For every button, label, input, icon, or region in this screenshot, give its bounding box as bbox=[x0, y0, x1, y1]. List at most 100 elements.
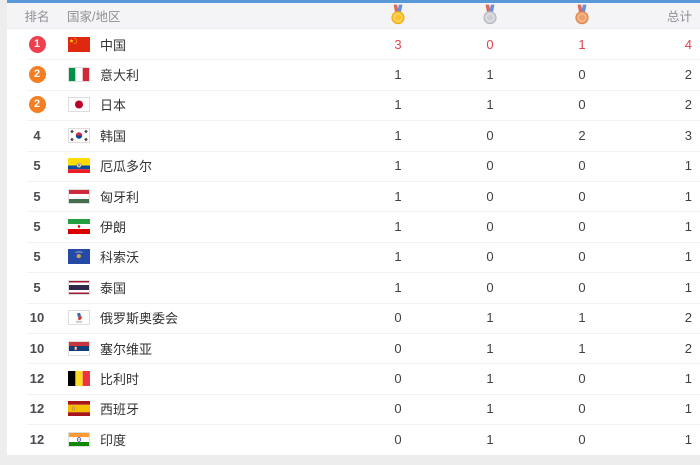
rank-cell: 1 1 bbox=[7, 35, 67, 53]
total-count: 1 bbox=[684, 219, 692, 235]
bronze-count: 1 bbox=[578, 36, 586, 52]
table-row: 12 西班牙 0 1 0 1 bbox=[7, 393, 700, 424]
rank-label: 12 bbox=[29, 401, 45, 417]
country-name: 意大利 bbox=[100, 68, 140, 84]
silver-count: 1 bbox=[486, 97, 494, 113]
gold-count: 0 bbox=[394, 370, 402, 386]
total-count: 2 bbox=[684, 340, 692, 356]
kr-flag-icon bbox=[68, 127, 90, 143]
bronze-count: 0 bbox=[578, 67, 586, 83]
silver-column-header bbox=[444, 4, 536, 28]
rank-badge: 1 bbox=[28, 35, 46, 53]
rank-label: 4 bbox=[33, 127, 41, 143]
country-cell: 科索沃 bbox=[67, 247, 352, 266]
gold-count: 1 bbox=[394, 158, 402, 174]
total-count: 2 bbox=[684, 67, 692, 83]
cn-flag-icon bbox=[68, 36, 90, 52]
country-column-header: 国家/地区 bbox=[67, 10, 121, 24]
country-cell: 厄瓜多尔 bbox=[67, 156, 352, 175]
rank-label: 10 bbox=[29, 310, 45, 326]
total-count: 3 bbox=[684, 127, 692, 143]
rank-cell: 5 bbox=[7, 249, 67, 264]
gold-count: 1 bbox=[394, 188, 402, 204]
gold-count: 3 bbox=[394, 36, 402, 52]
country-cell: 中国 bbox=[67, 35, 352, 54]
country-cell: 韩国 bbox=[67, 126, 352, 145]
bronze-count: 0 bbox=[578, 219, 586, 235]
bronze-count: 2 bbox=[578, 127, 586, 143]
table-row: 10 俄罗斯奥委会 0 1 1 2 bbox=[7, 302, 700, 333]
table-row: 5 厄瓜多尔 1 0 0 1 bbox=[7, 150, 700, 181]
gold-count: 1 bbox=[394, 97, 402, 113]
total-count: 1 bbox=[684, 279, 692, 295]
total-column-header: 总计 bbox=[666, 10, 692, 24]
gold-count: 1 bbox=[394, 67, 402, 83]
es-flag-icon bbox=[68, 401, 90, 417]
country-name: 比利时 bbox=[100, 371, 140, 387]
silver-count: 0 bbox=[486, 188, 494, 204]
rank-label: 5 bbox=[33, 249, 41, 265]
gold-count: 0 bbox=[394, 310, 402, 326]
country-name: 日本 bbox=[100, 98, 127, 114]
table-header-row: 排名 国家/地区 bbox=[7, 3, 700, 29]
table-row: 5 匈牙利 1 0 0 1 bbox=[7, 180, 700, 211]
in-flag-icon bbox=[68, 431, 90, 447]
table-row: 2 2 意大利 1 1 0 2 bbox=[7, 59, 700, 89]
jp-flag-icon bbox=[68, 97, 90, 113]
gold-count: 1 bbox=[394, 279, 402, 295]
bronze-count: 0 bbox=[578, 370, 586, 386]
country-name: 韩国 bbox=[100, 128, 127, 144]
rank-label: 12 bbox=[29, 431, 45, 447]
it-flag-icon bbox=[68, 67, 90, 83]
bronze-count: 1 bbox=[578, 340, 586, 356]
country-name: 中国 bbox=[100, 37, 127, 53]
table-row: 5 伊朗 1 0 0 1 bbox=[7, 211, 700, 241]
rank-label: 10 bbox=[29, 340, 45, 356]
rank-cell: 5 bbox=[7, 189, 67, 204]
rank-label: 5 bbox=[33, 158, 41, 174]
country-name: 印度 bbox=[100, 432, 127, 448]
rank-cell: 5 bbox=[7, 219, 67, 234]
rs-flag-icon bbox=[68, 340, 90, 356]
rank-cell: 5 bbox=[7, 158, 67, 173]
rank-label: 5 bbox=[33, 219, 41, 235]
country-name: 厄瓜多尔 bbox=[100, 159, 153, 175]
country-name: 塞尔维亚 bbox=[100, 341, 153, 357]
bronze-count: 0 bbox=[578, 279, 586, 295]
rank-label: 12 bbox=[29, 370, 45, 386]
silver-count: 1 bbox=[486, 67, 494, 83]
total-count: 2 bbox=[684, 310, 692, 326]
ir-flag-icon bbox=[68, 219, 90, 235]
bronze-count: 1 bbox=[578, 310, 586, 326]
country-cell: 泰国 bbox=[67, 278, 352, 297]
rank-badge: 2 bbox=[28, 66, 46, 84]
country-cell: 意大利 bbox=[67, 65, 352, 84]
table-row: 10 塞尔维亚 0 1 1 2 bbox=[7, 332, 700, 363]
ec-flag-icon bbox=[68, 158, 90, 174]
table-row: 4 韩国 1 0 2 3 bbox=[7, 120, 700, 150]
silver-count: 0 bbox=[486, 219, 494, 235]
country-name: 俄罗斯奥委会 bbox=[100, 311, 179, 327]
silver-count: 1 bbox=[486, 340, 494, 356]
bronze-count: 0 bbox=[578, 158, 586, 174]
table-body: 1 1 中国 3 0 1 4 2 2 意大利 1 1 0 2 2 2 bbox=[7, 29, 700, 454]
table-row: 2 2 日本 1 1 0 2 bbox=[7, 89, 700, 120]
medal-standings-panel: 排名 国家/地区 bbox=[7, 0, 700, 455]
silver-count: 0 bbox=[486, 279, 494, 295]
table-row: 5 泰国 1 0 0 1 bbox=[7, 272, 700, 302]
silver-count: 1 bbox=[486, 401, 494, 417]
silver-medal-icon bbox=[481, 4, 499, 28]
country-cell: 日本 bbox=[67, 95, 352, 114]
bronze-medal-icon bbox=[573, 4, 591, 28]
table-row: 12 比利时 0 1 0 1 bbox=[7, 363, 700, 393]
rank-cell: 2 2 bbox=[7, 66, 67, 84]
top-accent-bar bbox=[7, 0, 700, 3]
total-count: 1 bbox=[684, 431, 692, 447]
rank-cell: 10 bbox=[7, 341, 67, 356]
gold-count: 1 bbox=[394, 219, 402, 235]
be-flag-icon bbox=[68, 370, 90, 386]
rank-cell: 12 bbox=[7, 371, 67, 386]
table-row: 1 1 中国 3 0 1 4 bbox=[7, 29, 700, 59]
rank-badge: 2 bbox=[28, 96, 46, 114]
silver-count: 1 bbox=[486, 431, 494, 447]
